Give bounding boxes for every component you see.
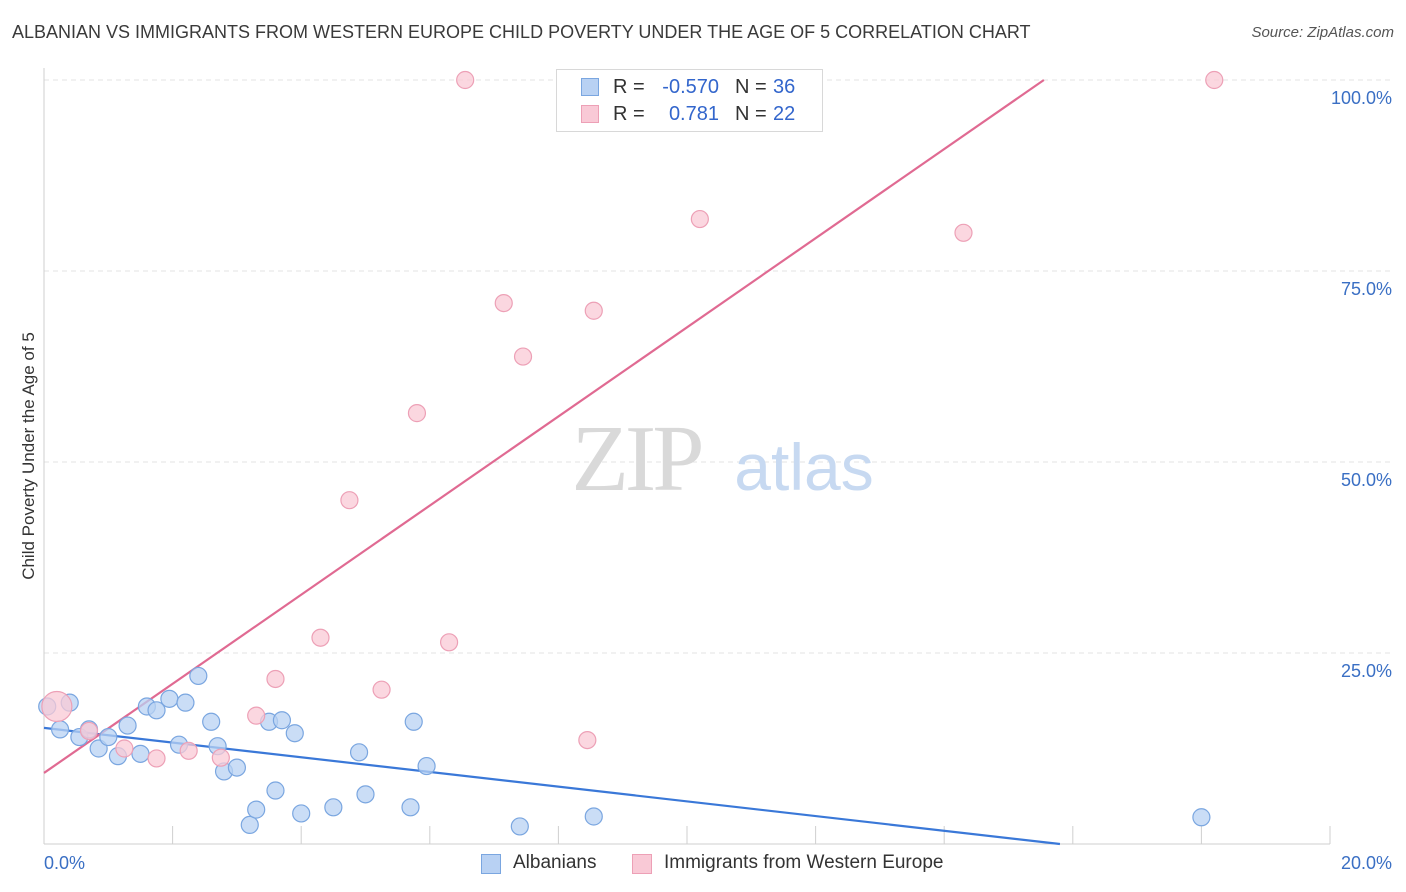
watermark-zip: ZIP [572, 407, 702, 511]
albanian-point [99, 727, 118, 747]
western-europe-trend-line [43, 79, 1045, 774]
y-tick-label: 25.0% [1341, 661, 1392, 681]
legend-r-value: -0.570 [662, 76, 719, 98]
albanian-trend-line [43, 726, 1061, 846]
legend-r-value: 0.781 [668, 103, 719, 125]
western-europe-point [211, 748, 230, 767]
western-europe-point [147, 749, 166, 768]
western-europe-point [266, 669, 285, 689]
albanian-point [131, 744, 150, 763]
tick-labels: 25.0% 50.0% 75.0% 100.0% 0.0% 20.0% [44, 88, 1392, 873]
albanian-point [404, 712, 423, 731]
western-europe-point [372, 680, 391, 699]
western-europe-point [247, 706, 266, 725]
stats-legend: R = -0.570 N = 36 R = 0.781 N = 22 [556, 69, 823, 132]
albanian-point [50, 720, 70, 739]
western-europe-point [578, 730, 597, 750]
western-europe-point [690, 209, 709, 229]
legend-n-label: N = [735, 76, 767, 98]
albanian-point [240, 815, 259, 835]
albanian-point [176, 693, 195, 712]
albanian-point [118, 716, 137, 735]
albanian-point [356, 785, 375, 804]
legend-swatch-western-europe [632, 854, 652, 874]
western-europe-point [41, 690, 73, 723]
albanian-point [584, 807, 603, 826]
albanian-point [227, 758, 246, 777]
y-tick-label: 50.0% [1341, 470, 1392, 490]
western-europe-point [494, 293, 513, 313]
albanian-point [1192, 808, 1211, 827]
watermark: ZIP atlas [572, 407, 874, 511]
legend-n-value: 22 [773, 103, 796, 125]
western-europe-point [954, 223, 973, 242]
albanian-point [247, 800, 266, 819]
legend-r-label: R = [613, 76, 645, 98]
albanian-point [202, 712, 221, 731]
albanian-point [147, 701, 166, 720]
albanian-point [401, 798, 420, 817]
albanian-point [160, 689, 179, 708]
western-europe-point [439, 633, 459, 652]
gridlines [44, 79, 1390, 654]
y-axis-label: Child Poverty Under the Age of 5 [19, 332, 38, 580]
data-points [38, 70, 1224, 836]
legend-r-label: R = [613, 103, 645, 125]
western-europe-point [115, 739, 134, 758]
legend-n-label: N = [735, 103, 767, 125]
western-europe-point [584, 301, 603, 320]
albanian-point [292, 804, 311, 823]
legend-n-value: 36 [773, 76, 796, 98]
chart-title: ALBANIAN VS IMMIGRANTS FROM WESTERN EURO… [12, 22, 1031, 42]
albanian-point [285, 724, 304, 743]
source-label: Source: ZipAtlas.com [1251, 24, 1394, 41]
legend-swatch-albanians [581, 78, 599, 96]
x-tick-label-max: 20.0% [1341, 853, 1392, 873]
western-europe-point [340, 491, 359, 510]
watermark-atlas: atlas [734, 430, 873, 504]
western-europe-point [179, 741, 198, 760]
albanian-point [189, 666, 208, 686]
legend-label-western-europe: Immigrants from Western Europe [664, 852, 944, 873]
legend-swatch-western-europe [581, 105, 599, 123]
y-tick-label: 100.0% [1331, 88, 1392, 108]
western-europe-point [1205, 70, 1224, 90]
western-europe-point [79, 721, 99, 741]
western-europe-point [407, 404, 427, 423]
albanian-point [510, 817, 529, 836]
western-europe-point [513, 347, 533, 366]
albanian-point [266, 781, 285, 800]
legend-swatch-albanians [481, 854, 501, 874]
x-tick-label-min: 0.0% [44, 853, 85, 873]
legend-label-albanians: Albanians [513, 852, 597, 873]
albanian-point [324, 798, 343, 817]
y-tick-label: 75.0% [1341, 279, 1392, 299]
albanian-point [417, 756, 436, 776]
western-europe-point [311, 628, 330, 647]
albanian-point [349, 743, 369, 762]
western-europe-point [456, 70, 475, 90]
albanian-point [272, 711, 292, 730]
